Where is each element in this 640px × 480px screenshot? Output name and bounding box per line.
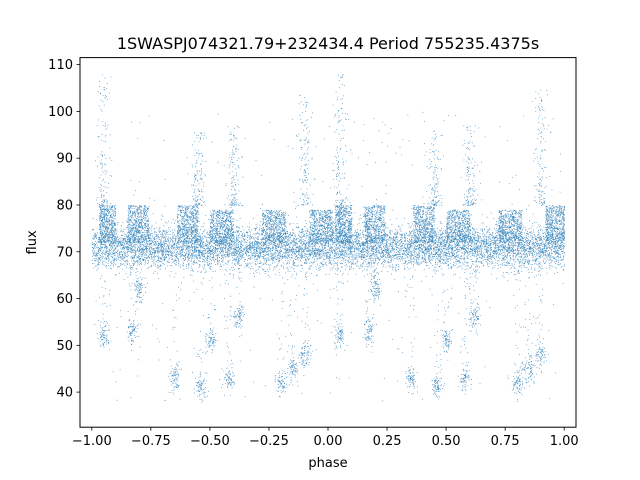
x-axis: −1.00 −0.75 −0.50 −0.25 0.00 0.25 0.50 0.75 1.00 [72,427,579,449]
x-tick-label: 1.00 [550,434,579,449]
x-tick-label: 0.25 [373,434,402,449]
x-tick-label: −1.00 [72,434,112,449]
y-tick-label: 80 [56,198,73,213]
data-points [91,74,566,403]
x-tick-label: 0.75 [491,434,520,449]
y-tick-label: 70 [56,245,73,260]
x-tick-label: −0.75 [131,434,171,449]
y-axis-label: flux [25,230,40,254]
x-axis-label: phase [308,456,347,471]
y-tick-label: 100 [48,105,73,120]
y-tick-label: 90 [56,152,73,167]
y-axis: 40 50 60 70 80 90 100 110 [48,58,80,401]
chart-title: 1SWASPJ074321.79+232434.4 Period 755235.… [117,34,539,53]
y-tick-label: 110 [48,58,73,73]
y-tick-label: 60 [56,292,73,307]
x-tick-label: 0.00 [314,434,343,449]
plot-frame [79,57,577,428]
x-tick-label: −0.25 [249,434,289,449]
y-tick-label: 50 [56,339,73,354]
scatter-points [91,74,566,403]
y-tick-label: 40 [56,386,73,401]
x-tick-label: 0.50 [432,434,461,449]
x-tick-label: −0.50 [190,434,230,449]
